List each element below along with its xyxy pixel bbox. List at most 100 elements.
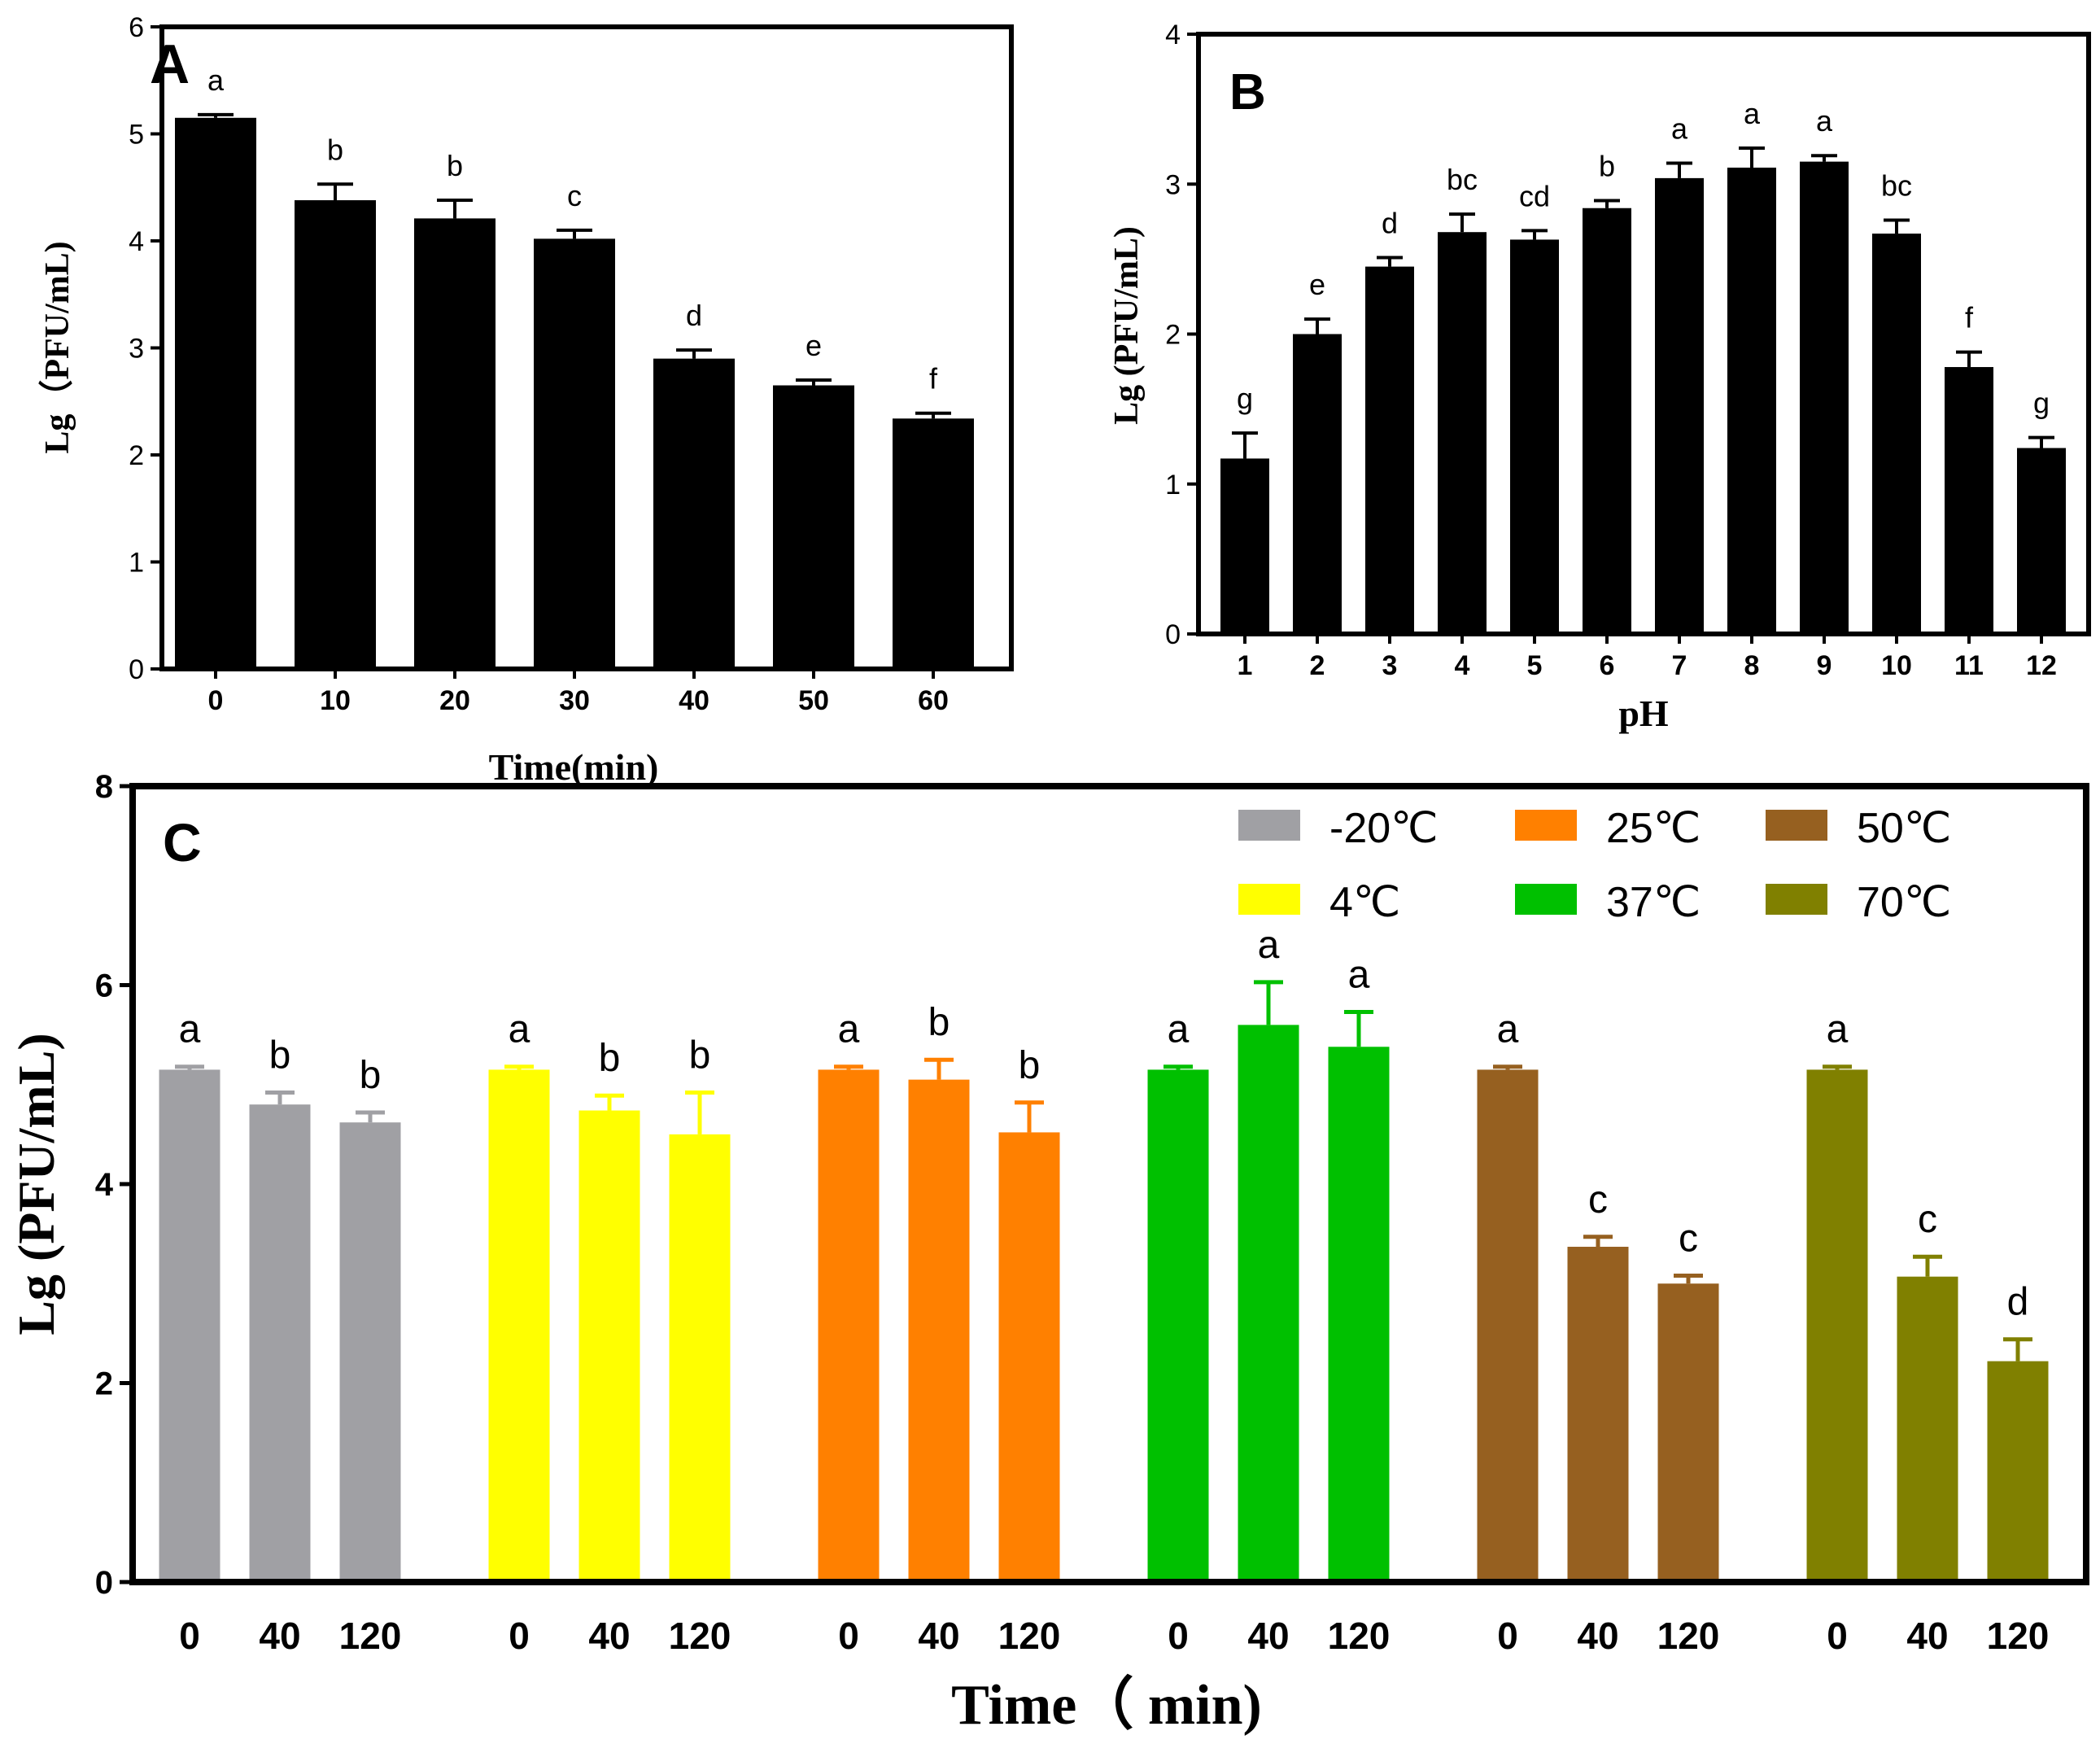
bar-7 xyxy=(1655,177,1704,634)
panel-c-frame xyxy=(129,783,2089,1585)
panel-a-bars xyxy=(175,117,974,669)
y-tick-label: 5 xyxy=(129,120,144,151)
x-tick-label: 0 xyxy=(1168,1615,1189,1657)
significance-letter: a xyxy=(509,1008,530,1051)
panel-b-frame xyxy=(1196,32,2091,636)
significance-letter: b xyxy=(447,149,463,182)
y-tick-label: 3 xyxy=(1165,169,1181,200)
x-tick-label: 2 xyxy=(1310,650,1325,681)
panel-a-frame xyxy=(159,24,1014,671)
x-tick-label: 40 xyxy=(259,1615,300,1657)
x-tick-label: 0 xyxy=(208,685,224,716)
y-tick-label: 8 xyxy=(95,769,113,805)
significance-letter: bc xyxy=(1881,168,1912,202)
y-tick-label: 2 xyxy=(129,440,144,471)
y-tick-label: 1 xyxy=(1165,470,1181,500)
x-tick-label: 0 xyxy=(179,1615,200,1657)
bar-30 xyxy=(534,238,615,669)
panel-b-significance-letters: g e d bc cd b a a a bc f g xyxy=(1237,97,2050,420)
bar-60 xyxy=(893,418,974,669)
significance-letter: a xyxy=(1744,97,1761,130)
panel-a-letter: A xyxy=(150,33,190,95)
significance-letter: cd xyxy=(1519,179,1550,212)
x-tick-label: 120 xyxy=(998,1615,1061,1657)
panel-c-axes: 0 2 4 6 8 0 40 120 0 40 120 0 40 120 0 40 120 0 40 120 0 40 12… xyxy=(95,769,2050,1657)
significance-letter: c xyxy=(567,179,582,212)
bar-25℃-40 xyxy=(908,1079,970,1582)
significance-letter: c xyxy=(1918,1198,1937,1241)
legend-label: 50℃ xyxy=(1857,805,1951,852)
legend-swatch-50℃ xyxy=(1766,810,1827,841)
x-tick-label: 120 xyxy=(1987,1615,2050,1657)
significance-letter: b xyxy=(327,133,343,166)
bar-70℃-40 xyxy=(1897,1276,1958,1582)
x-tick-label: 11 xyxy=(1954,650,1984,681)
significance-letter: bc xyxy=(1447,163,1478,196)
legend-swatch-70℃ xyxy=(1766,884,1827,915)
x-tick-label: 120 xyxy=(669,1615,731,1657)
significance-letter: a xyxy=(1258,924,1280,967)
x-tick-label: 0 xyxy=(1497,1615,1518,1657)
significance-letter: g xyxy=(1237,382,1253,415)
bar-6 xyxy=(1583,208,1631,635)
significance-letter: e xyxy=(806,329,822,362)
legend-swatch-25℃ xyxy=(1515,810,1577,841)
significance-letter: d xyxy=(686,299,702,332)
legend-swatch--20℃ xyxy=(1238,810,1300,841)
panel-c-y-axis-title: Lg (PFU/mL) xyxy=(7,1033,65,1335)
significance-letter: e xyxy=(1309,268,1325,301)
bar-37℃-0 xyxy=(1147,1069,1209,1582)
panel-c-x-axis-title: Time（ min) xyxy=(951,1673,1262,1737)
x-tick-label: 6 xyxy=(1600,650,1615,681)
y-tick-label: 6 xyxy=(95,968,113,1004)
panel-b-bars xyxy=(1220,161,2066,635)
bar-4℃-0 xyxy=(488,1069,550,1582)
x-tick-label: 1 xyxy=(1238,650,1253,681)
x-tick-label: 10 xyxy=(1881,650,1912,681)
x-tick-label: 60 xyxy=(918,685,949,716)
y-tick-label: 6 xyxy=(129,12,144,43)
panel-c-legend: -20℃ 4℃ 25℃ 37℃ 50℃ 70℃ xyxy=(1238,805,1951,926)
bar-9 xyxy=(1800,161,1849,635)
x-tick-label: 12 xyxy=(2026,650,2057,681)
panel-b-y-axis-title: Lg (PFU/mL) xyxy=(1108,226,1146,425)
significance-letter: a xyxy=(207,63,225,97)
panel-c-significance-letters: a b b a b b a b b a a a a c c a c d xyxy=(179,924,2029,1324)
y-tick-label: 1 xyxy=(129,548,144,579)
bar-8 xyxy=(1727,167,1776,635)
bar--20℃-120 xyxy=(339,1122,401,1582)
panel-b-error-bars xyxy=(1232,146,2054,459)
bar-12 xyxy=(2017,448,2066,634)
x-tick-label: 40 xyxy=(1577,1615,1618,1657)
x-tick-label: 5 xyxy=(1527,650,1543,681)
y-tick-label: 0 xyxy=(95,1565,113,1601)
significance-letter: a xyxy=(838,1008,860,1051)
bar-11 xyxy=(1945,367,1993,634)
significance-letter: b xyxy=(928,1001,950,1044)
significance-letter: a xyxy=(179,1008,201,1051)
bar-37℃-120 xyxy=(1328,1047,1390,1582)
significance-letter: a xyxy=(1827,1008,1849,1051)
legend-label: 70℃ xyxy=(1857,879,1951,926)
x-tick-label: 0 xyxy=(1827,1615,1848,1657)
bar--20℃-40 xyxy=(249,1104,311,1582)
x-tick-label: 50 xyxy=(798,685,829,716)
y-tick-label: 4 xyxy=(95,1167,114,1203)
x-tick-label: 30 xyxy=(559,685,590,716)
bar--20℃-0 xyxy=(159,1069,220,1582)
panel-a-significance-letters: a b b c d e f xyxy=(207,63,938,396)
significance-letter: f xyxy=(929,362,938,396)
bar-10 xyxy=(1872,234,1921,634)
y-tick-label: 4 xyxy=(1165,20,1181,50)
significance-letter: c xyxy=(1679,1217,1698,1260)
significance-letter: b xyxy=(269,1034,291,1077)
panel-c: a b b a b b a b b a a a a c c a c d 0 2 4 6 8 0 40 120 0 40 120 0 40 1… xyxy=(7,769,2089,1737)
significance-letter: b xyxy=(1599,150,1615,183)
legend-label: -20℃ xyxy=(1329,805,1439,852)
bar-1 xyxy=(1220,458,1269,634)
panel-c-letter: C xyxy=(163,812,202,872)
bar-2 xyxy=(1293,334,1342,634)
x-tick-label: 40 xyxy=(1247,1615,1289,1657)
